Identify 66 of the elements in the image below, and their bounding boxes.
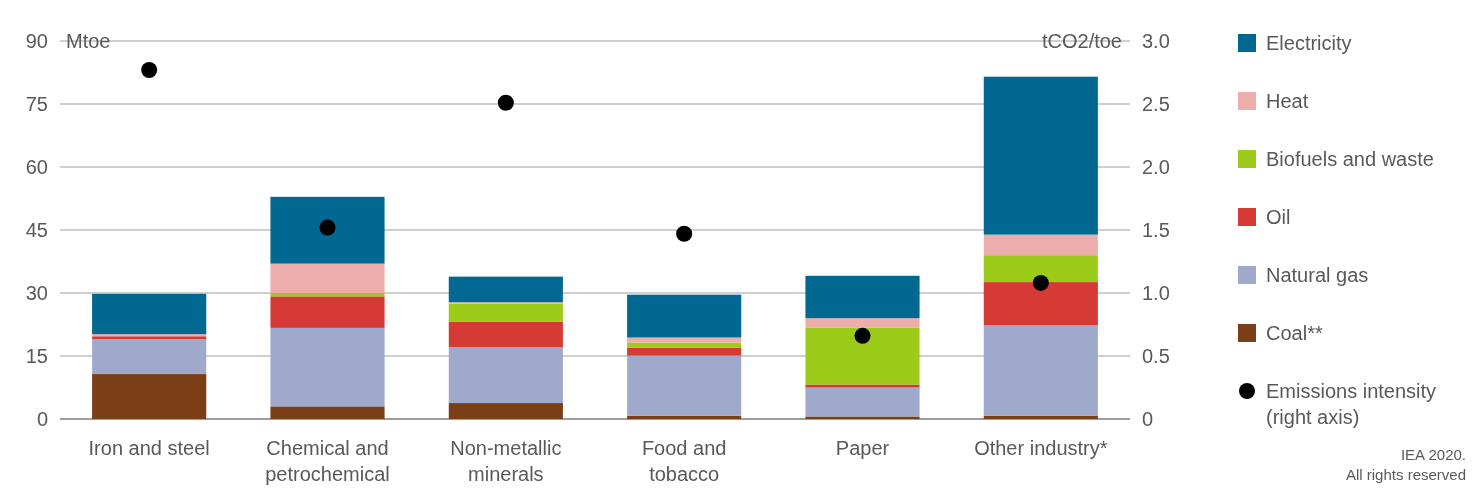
point xyxy=(1032,274,1049,291)
y2-tick-label: 2.0 xyxy=(1142,156,1170,178)
y-tick-label: 0 xyxy=(36,408,48,430)
y2-tick-label: 0.5 xyxy=(1142,345,1170,367)
bar xyxy=(805,387,920,417)
bar xyxy=(983,255,1098,283)
bar xyxy=(92,293,207,335)
bar xyxy=(805,416,920,419)
bar xyxy=(983,325,1098,416)
bar xyxy=(448,303,563,322)
bar xyxy=(805,384,920,388)
x-tick-label: Iron and steel xyxy=(88,437,210,459)
bar xyxy=(983,282,1098,326)
y2-axis-title: tCO2/toe xyxy=(1041,30,1122,52)
bar xyxy=(448,403,563,419)
x-tick-label: Chemical and petrochemical xyxy=(265,437,390,485)
x-tick-label: Other industry* xyxy=(974,437,1108,459)
bar xyxy=(983,76,1098,235)
x-tick-label: Non-metallic minerals xyxy=(450,437,562,485)
legend-label: Biofuels and waste xyxy=(1266,148,1434,170)
legend-label: Coal** xyxy=(1266,322,1323,344)
y-tick-label: 15 xyxy=(25,345,48,367)
y-axis-title: Mtoe xyxy=(66,30,111,52)
legend-label: Heat xyxy=(1266,90,1309,112)
point xyxy=(854,327,871,344)
y2-tick-label: 3.0 xyxy=(1142,30,1170,52)
bar xyxy=(92,339,207,375)
y-tick-label: 75 xyxy=(25,93,48,115)
bar xyxy=(627,342,742,348)
bar xyxy=(270,296,385,328)
text: IEA 2020. All rights reserved xyxy=(1345,446,1466,483)
bar xyxy=(627,294,742,338)
bar xyxy=(448,276,563,303)
y2-tick-label: 1.0 xyxy=(1142,282,1170,304)
legend-label: Electricity xyxy=(1266,32,1352,54)
bar xyxy=(270,327,385,407)
bar xyxy=(805,318,920,328)
bar xyxy=(270,406,385,419)
bar xyxy=(627,347,742,356)
bar xyxy=(448,347,563,404)
y-tick-label: 60 xyxy=(25,156,48,178)
y2-tick-label: 1.5 xyxy=(1142,219,1170,241)
legend-label: Oil xyxy=(1266,206,1291,228)
point xyxy=(319,219,336,236)
y-tick-label: 90 xyxy=(25,30,48,52)
y2-tick-label: 2.5 xyxy=(1142,93,1170,115)
y-tick-label: 45 xyxy=(25,219,48,241)
bar xyxy=(805,275,920,319)
bar xyxy=(270,263,385,293)
legend-label: Emissions intensity (right axis) xyxy=(1266,380,1437,428)
x-tick-label: Paper xyxy=(835,437,890,459)
y-tick-label: 30 xyxy=(25,282,48,304)
bar xyxy=(92,374,207,419)
bar xyxy=(627,337,742,343)
y2-tick-label: 0 xyxy=(1142,408,1154,430)
point xyxy=(676,225,693,242)
bar xyxy=(627,355,742,416)
legend-label: Natural gas xyxy=(1266,264,1369,286)
bar xyxy=(270,293,385,297)
point xyxy=(141,61,158,78)
bar xyxy=(983,234,1098,256)
bar xyxy=(805,327,920,385)
bar xyxy=(270,196,385,264)
x-tick-label: Food and tobacco xyxy=(641,437,727,485)
bar xyxy=(448,321,563,348)
point xyxy=(497,94,514,111)
